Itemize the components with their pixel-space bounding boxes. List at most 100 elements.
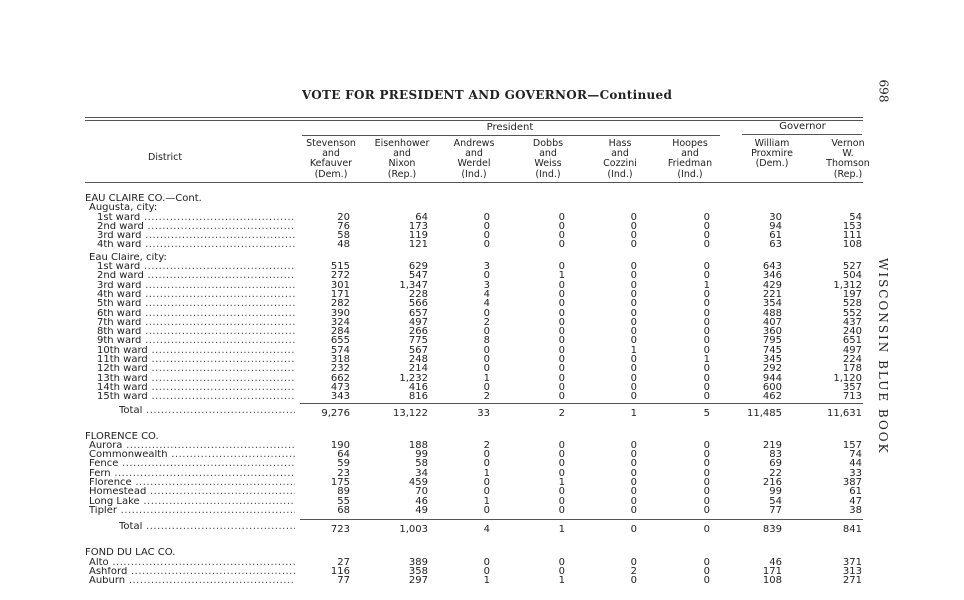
dot-leader: ........................................… <box>147 221 296 232</box>
vote-count: 1 <box>558 575 565 587</box>
district-label: Augusta, city: <box>89 203 158 213</box>
column-header: Eisenhower and Nixon (Rep.) <box>369 138 435 180</box>
table-row: Fence ..................................… <box>85 458 875 470</box>
dot-leader: ........................................… <box>171 450 295 460</box>
vote-count: 0 <box>630 354 637 366</box>
vote-count: 248 <box>408 354 428 366</box>
column-header-line: (Dem.) <box>755 158 789 170</box>
table-row: Tipler .................................… <box>85 504 875 516</box>
vote-count: 343 <box>330 391 350 403</box>
vote-count: 214 <box>408 363 428 375</box>
column-header-line: Weiss <box>534 158 562 170</box>
vote-count: 0 <box>558 458 565 470</box>
dot-leader: ........................................… <box>151 382 295 393</box>
vote-count: 657 <box>408 307 428 319</box>
vote-count: 0 <box>703 261 710 273</box>
vote-count: 5 <box>703 407 710 419</box>
vote-count: 0 <box>630 288 637 300</box>
vote-count: 371 <box>842 556 862 568</box>
vote-count: 1 <box>630 407 637 419</box>
vote-count: 0 <box>630 270 637 282</box>
vote-count: 1 <box>483 372 490 384</box>
table-row: 9th ward ...............................… <box>85 335 875 347</box>
vote-count: 0 <box>558 439 565 451</box>
district-header: District <box>148 152 183 163</box>
vote-count: 1 <box>558 524 565 536</box>
vote-count: 0 <box>630 220 637 232</box>
vote-count: 459 <box>408 477 428 489</box>
district-label: Alto <box>89 557 109 567</box>
vote-count: 58 <box>337 230 350 242</box>
column-header-line: Dobbs <box>532 138 564 149</box>
district-label: 8th ward <box>97 327 142 337</box>
total-row: Total ..................................… <box>85 406 875 420</box>
vote-count: 99 <box>769 486 782 498</box>
dot-leader: ........................................… <box>146 522 295 532</box>
vote-count: 297 <box>408 575 428 587</box>
vote-count: 346 <box>762 270 782 282</box>
vote-count: 0 <box>703 298 710 310</box>
vote-count: 70 <box>415 486 428 498</box>
vote-count: 473 <box>330 381 350 393</box>
column-header-line: Cozzini <box>603 158 637 170</box>
column-header-line: and <box>681 148 699 160</box>
vote-count: 0 <box>703 458 710 470</box>
vote-count: 0 <box>630 230 637 242</box>
district-label: Fern <box>89 468 111 479</box>
vote-count: 4 <box>483 288 490 300</box>
vote-count: 0 <box>630 372 637 384</box>
vote-count: 0 <box>630 211 637 223</box>
vote-count: 745 <box>762 344 782 356</box>
column-header-line: Stevenson <box>306 138 356 149</box>
vote-count: 1,232 <box>399 372 428 384</box>
district-label: 3rd ward <box>97 280 142 290</box>
district-label: 7th ward <box>97 317 142 328</box>
vote-count: 1,003 <box>399 524 428 536</box>
column-header: Hass and Cozzini (Ind.) <box>587 138 653 180</box>
vote-count: 0 <box>703 439 710 451</box>
vote-count: 216 <box>762 477 782 489</box>
column-header-line: (Ind.) <box>535 168 561 180</box>
vote-count: 20 <box>337 211 350 223</box>
vote-count: 171 <box>762 565 782 577</box>
vote-count: 23 <box>337 467 350 479</box>
district-label: 13th ward <box>97 373 148 383</box>
vote-count: 0 <box>558 211 565 223</box>
district-label: Commonwealth <box>89 450 168 460</box>
total-rule <box>300 519 863 522</box>
district-label: Total <box>119 405 143 415</box>
vote-count: 0 <box>558 495 565 507</box>
vote-count: 2 <box>630 565 637 577</box>
column-header-line: Proxmire <box>751 148 793 160</box>
column-header-line: and <box>393 148 411 160</box>
vote-count: 390 <box>330 307 350 319</box>
table-row: 14th ward ..............................… <box>85 381 875 393</box>
district-label: Long Lake <box>89 496 140 506</box>
dot-leader: ........................................… <box>130 566 295 577</box>
vote-count: 61 <box>849 486 862 498</box>
table-row: Long Lake ..............................… <box>85 495 875 507</box>
vote-count: 157 <box>842 439 862 451</box>
dot-leader: ........................................… <box>145 299 295 309</box>
vote-count: 528 <box>842 298 862 310</box>
district-label: Tipler <box>89 505 117 516</box>
vote-count: 99 <box>415 449 428 461</box>
dot-leader: ........................................… <box>145 336 295 346</box>
city-heading: Augusta, city: <box>85 203 875 212</box>
vote-count: 345 <box>762 354 782 366</box>
vote-count: 497 <box>842 344 862 356</box>
vote-count: 0 <box>630 458 637 470</box>
table-row: Alto ...................................… <box>85 556 875 568</box>
column-header-line: (Dem.) <box>314 168 348 180</box>
district-label: Ashford <box>89 566 128 577</box>
vote-count: 0 <box>483 504 490 516</box>
vote-count: 0 <box>630 316 637 328</box>
vote-count: 8 <box>483 335 490 347</box>
vote-count: 0 <box>483 239 490 251</box>
table-row: 1st ward ...............................… <box>85 211 875 223</box>
vote-count: 0 <box>630 298 637 310</box>
vote-count: 119 <box>408 230 428 242</box>
vote-count: 0 <box>703 575 710 587</box>
vote-count: 0 <box>483 344 490 356</box>
vote-count: 111 <box>842 230 862 242</box>
